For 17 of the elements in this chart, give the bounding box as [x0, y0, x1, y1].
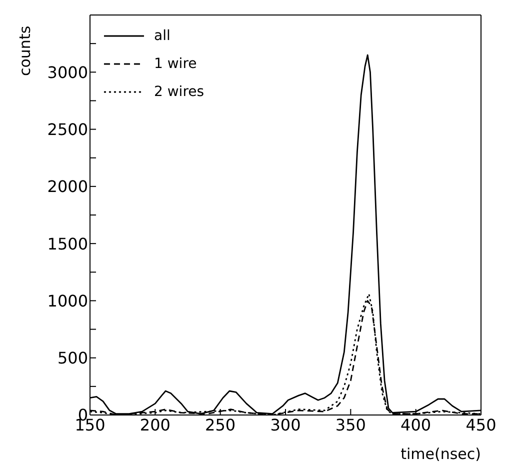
y-axis-title: counts	[16, 24, 35, 76]
y-tick-label: 2500	[47, 120, 88, 139]
legend-label: 2 wires	[154, 83, 204, 102]
y-tick-label: 500	[57, 348, 88, 368]
x-tick-label: 200	[140, 415, 170, 434]
x-tick-label: 350	[335, 415, 366, 434]
legend-label: 1 wire	[154, 55, 197, 74]
y-tick-label: 1500	[47, 234, 88, 254]
x-tick-label: 250	[205, 415, 236, 434]
y-tick-label: 1000	[47, 291, 88, 310]
x-tick-label: 400	[400, 415, 432, 434]
x-axis-title: time(nsec)	[400, 445, 481, 463]
x-tick-label: 300	[270, 415, 301, 434]
legend-label: all	[154, 27, 170, 46]
y-tick-label: 3000	[47, 62, 88, 82]
y-tick-label: 2000	[47, 177, 88, 196]
x-tick-label: 450	[466, 415, 496, 434]
